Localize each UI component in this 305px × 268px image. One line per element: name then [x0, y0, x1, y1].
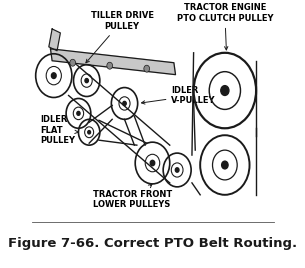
- Circle shape: [88, 131, 91, 134]
- Circle shape: [107, 62, 113, 69]
- Circle shape: [150, 160, 155, 166]
- Circle shape: [123, 101, 126, 106]
- Circle shape: [175, 168, 179, 172]
- Text: Figure 7-66. Correct PTO Belt Routing.: Figure 7-66. Correct PTO Belt Routing.: [8, 237, 297, 250]
- Circle shape: [52, 73, 56, 79]
- Circle shape: [70, 59, 76, 66]
- Text: IDLER
V-PULLEY: IDLER V-PULLEY: [142, 86, 216, 105]
- Text: TRACTOR FRONT
LOWER PULLEYS: TRACTOR FRONT LOWER PULLEYS: [93, 184, 173, 210]
- Text: TRACTOR ENGINE
PTO CLUTCH PULLEY: TRACTOR ENGINE PTO CLUTCH PULLEY: [177, 3, 273, 50]
- Circle shape: [77, 111, 80, 115]
- Circle shape: [221, 86, 229, 95]
- Circle shape: [222, 161, 228, 169]
- Circle shape: [144, 65, 149, 72]
- Text: IDLER
FLAT
PULLEY: IDLER FLAT PULLEY: [40, 115, 78, 145]
- Polygon shape: [49, 29, 60, 51]
- Polygon shape: [51, 49, 175, 75]
- Circle shape: [85, 79, 88, 83]
- Text: TILLER DRIVE
PULLEY: TILLER DRIVE PULLEY: [86, 11, 153, 63]
